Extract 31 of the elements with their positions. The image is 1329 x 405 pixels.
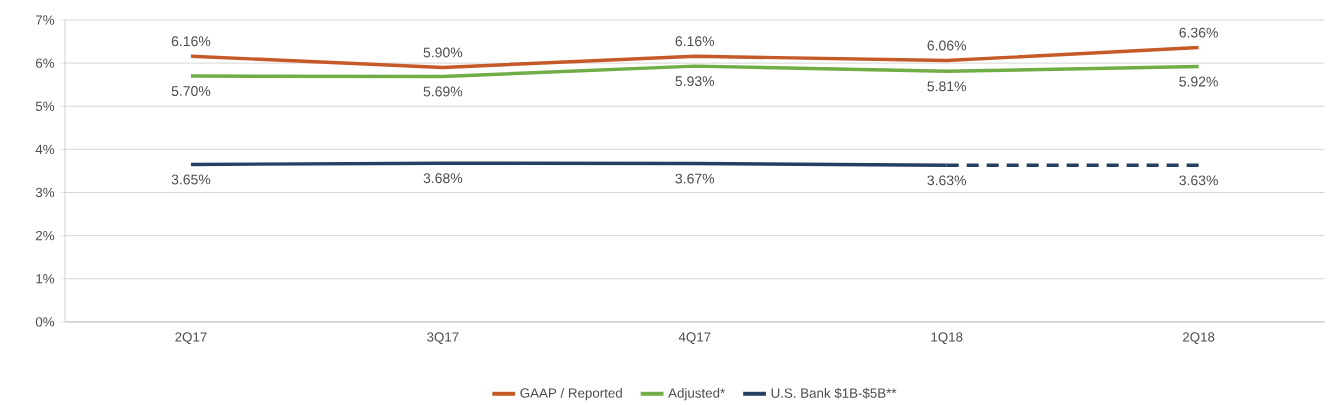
data-label: 5.69% bbox=[423, 86, 463, 97]
y-tick-label: 3% bbox=[35, 187, 55, 198]
y-tick-label: 1% bbox=[36, 274, 55, 284]
legend-label: U.S. Bank $1B-$5B** bbox=[771, 387, 897, 399]
data-label: 6.36% bbox=[1179, 27, 1218, 38]
y-tick-label: 0% bbox=[35, 317, 55, 327]
x-tick-label: 4Q17 bbox=[678, 332, 711, 345]
data-label: 3.68% bbox=[423, 173, 463, 184]
legend-label: Adjusted* bbox=[668, 387, 725, 401]
y-tick-label: 5% bbox=[35, 101, 55, 111]
data-label: 5.70% bbox=[171, 86, 211, 96]
data-label: 3.63% bbox=[1179, 175, 1218, 186]
x-tick-label: 3Q17 bbox=[427, 332, 459, 345]
data-label: 5.92% bbox=[1179, 76, 1218, 87]
data-label: 6.06% bbox=[927, 40, 967, 51]
data-label: 5.93% bbox=[675, 76, 715, 87]
data-label: 3.65% bbox=[171, 174, 211, 185]
y-tick-label: 2% bbox=[36, 230, 55, 241]
x-tick-label: 2Q18 bbox=[1182, 332, 1215, 345]
data-label: 5.81% bbox=[927, 81, 967, 92]
x-tick-label: 2Q17 bbox=[175, 332, 207, 345]
data-label: 6.16% bbox=[171, 36, 211, 47]
x-tick-label: 1Q18 bbox=[931, 332, 963, 345]
legend-label: GAAP / Reported bbox=[520, 387, 622, 401]
data-label: 5.90% bbox=[423, 47, 463, 58]
y-tick-label: 4% bbox=[35, 144, 55, 155]
data-label: 6.16% bbox=[675, 36, 715, 47]
data-label: 3.63% bbox=[927, 175, 967, 186]
y-tick-label: 7% bbox=[36, 15, 55, 25]
data-label: 3.67% bbox=[675, 173, 715, 184]
y-tick-label: 6% bbox=[36, 58, 55, 68]
